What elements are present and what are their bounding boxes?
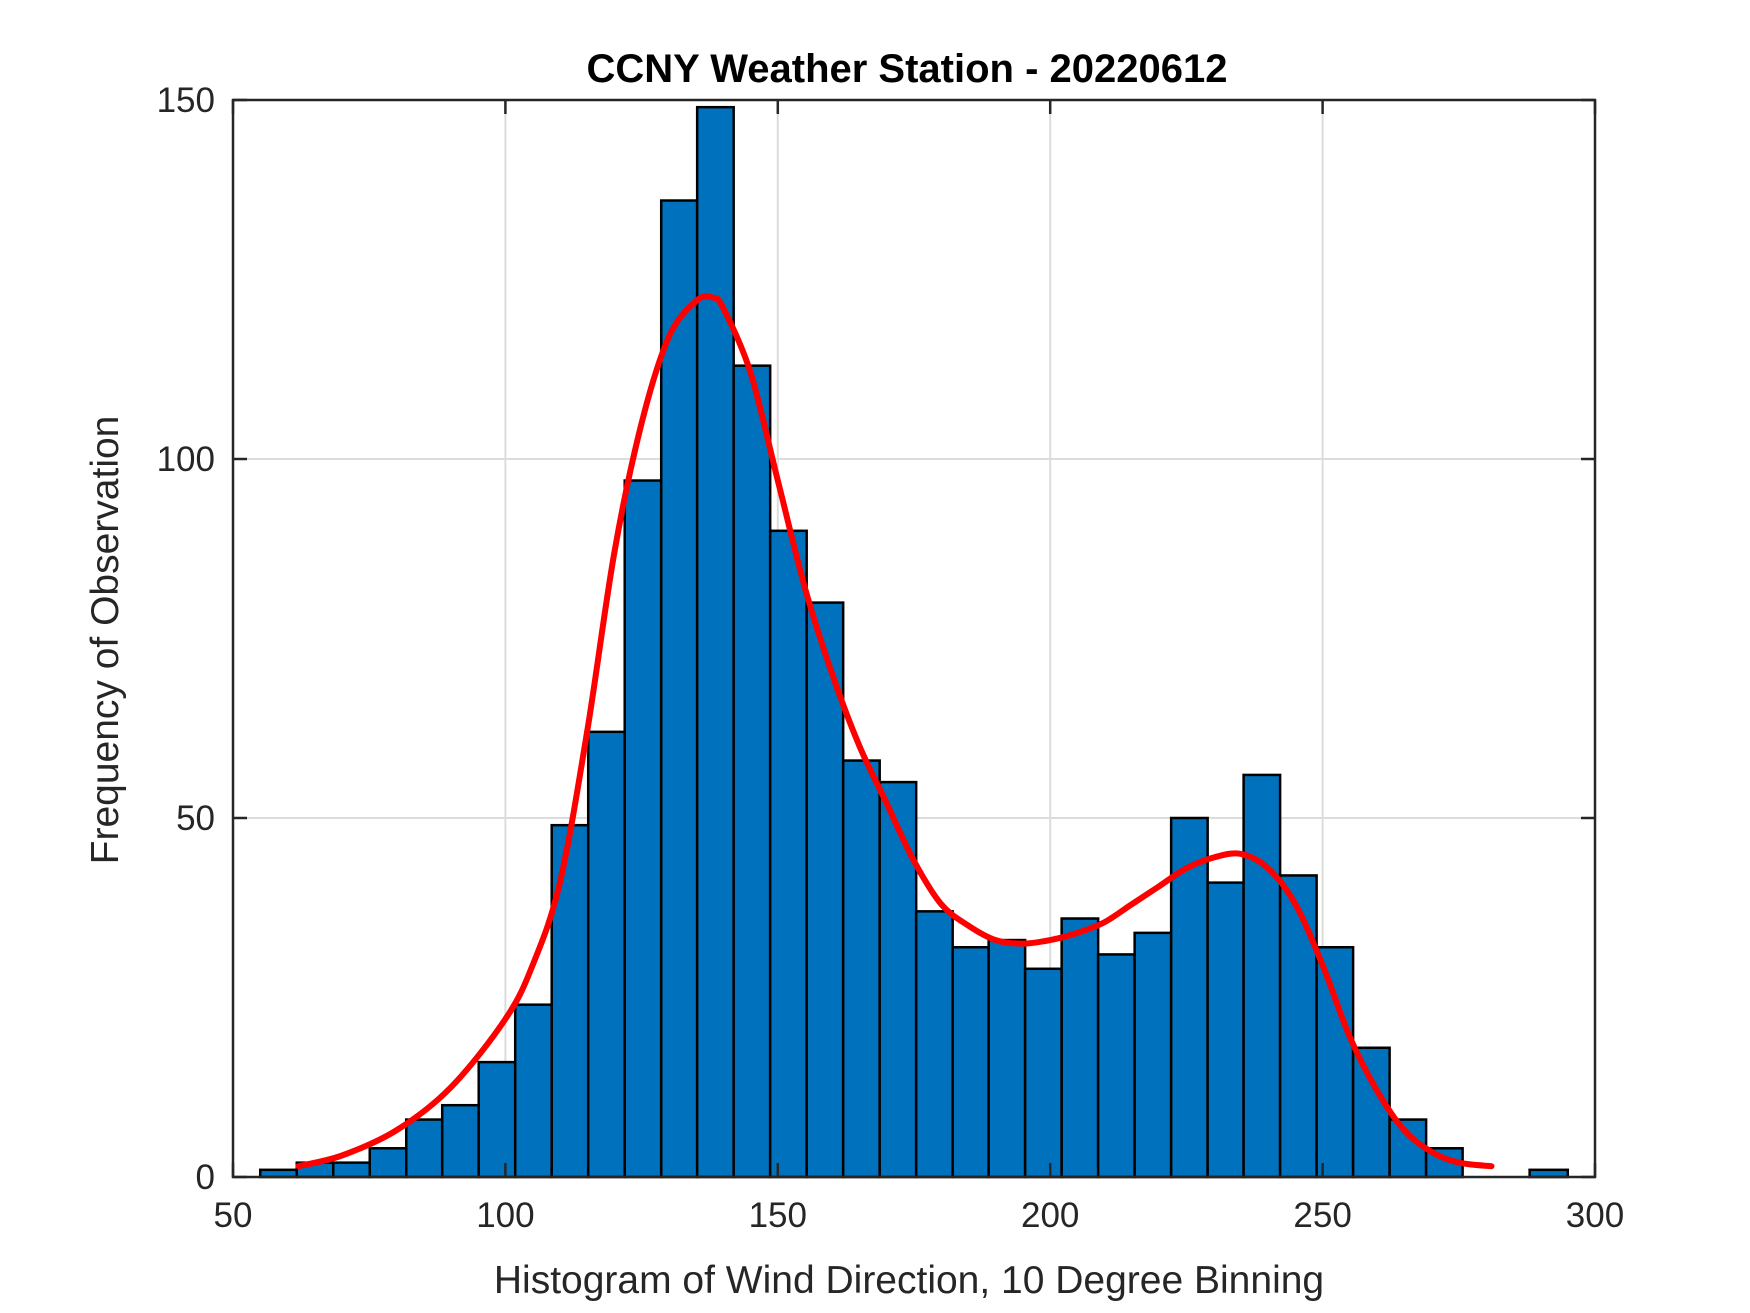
y-tick-label: 50	[176, 799, 215, 838]
x-axis-label: Histogram of Wind Direction, 10 Degree B…	[494, 1259, 1324, 1302]
histogram-bar	[1242, 773, 1282, 1179]
x-tick-label: 250	[1293, 1196, 1351, 1235]
plot-area-border	[231, 98, 1597, 1179]
histogram-bar	[440, 1103, 480, 1179]
histogram-bar	[586, 730, 626, 1179]
histogram-bar	[1315, 945, 1355, 1179]
histogram-bar	[805, 601, 845, 1179]
histogram-bar	[1351, 1046, 1391, 1179]
histogram-bar	[550, 823, 590, 1179]
y-tick-label: 0	[196, 1158, 215, 1197]
histogram-bar	[1388, 1118, 1428, 1179]
histogram-bar	[695, 105, 735, 1179]
histogram-bar	[477, 1060, 517, 1179]
y-tick-label: 150	[157, 81, 215, 120]
y-tick-label: 100	[157, 440, 215, 479]
histogram-bar	[1060, 917, 1100, 1179]
histogram-bar	[914, 910, 954, 1179]
histogram-bar	[841, 759, 881, 1179]
histogram-bar	[768, 529, 808, 1179]
histogram-bar	[878, 780, 918, 1179]
histogram-bar	[404, 1118, 444, 1179]
x-tick-label: 300	[1566, 1196, 1624, 1235]
histogram-bars	[258, 105, 1570, 1179]
histogram-bar	[331, 1161, 371, 1179]
histogram-bar	[987, 938, 1027, 1179]
x-tick-label: 200	[1021, 1196, 1079, 1235]
histogram-bar	[659, 199, 699, 1179]
chart-title: CCNY Weather Station - 20220612	[587, 47, 1228, 91]
x-tick-label: 100	[476, 1196, 534, 1235]
histogram-bar	[951, 945, 990, 1179]
x-tick-label: 50	[214, 1196, 253, 1235]
histogram-bar	[513, 1003, 553, 1179]
fit-curve-line	[295, 293, 1495, 1170]
fit-curve	[295, 293, 1495, 1170]
x-tick-label: 150	[749, 1196, 807, 1235]
histogram-bar	[623, 479, 663, 1179]
histogram-bar	[1133, 931, 1173, 1179]
histogram-bar	[368, 1147, 408, 1179]
y-axis-label: Frequency of Observation	[84, 416, 127, 865]
histogram-bar	[732, 364, 772, 1179]
histogram-bar	[1278, 874, 1318, 1179]
histogram-bar	[1023, 967, 1063, 1179]
histogram-bar	[1096, 953, 1136, 1179]
histogram-bar	[1206, 881, 1245, 1179]
